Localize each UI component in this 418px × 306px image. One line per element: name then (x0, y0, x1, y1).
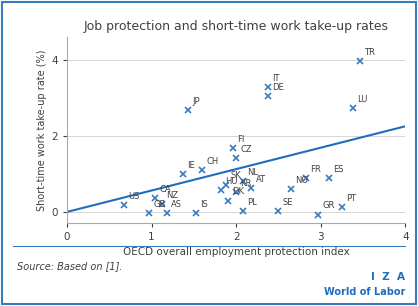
Text: US: US (128, 192, 139, 201)
Text: PT: PT (346, 194, 356, 203)
Text: ES: ES (334, 165, 344, 174)
Title: Job protection and short-time work take-up rates: Job protection and short-time work take-… (84, 20, 389, 33)
Text: CZ: CZ (240, 145, 252, 154)
Text: NL: NL (247, 168, 258, 177)
Text: GB: GB (153, 200, 166, 209)
Text: TR: TR (364, 47, 375, 57)
Text: CA: CA (159, 185, 171, 194)
X-axis label: OECD overall employment protection index: OECD overall employment protection index (123, 247, 349, 256)
Text: FR: FR (310, 165, 321, 174)
Text: SK: SK (230, 171, 241, 180)
Text: HU: HU (225, 177, 237, 186)
Text: SE: SE (283, 198, 293, 207)
Y-axis label: Short-time work take-up rate (%): Short-time work take-up rate (%) (37, 49, 47, 211)
Text: I  Z  A: I Z A (372, 271, 405, 282)
Text: CH: CH (206, 157, 219, 166)
Text: NZ: NZ (166, 191, 178, 200)
Text: KR: KR (240, 179, 252, 188)
Text: NO: NO (296, 176, 308, 185)
Text: AS: AS (171, 200, 182, 209)
Text: DK: DK (232, 187, 244, 196)
Text: World of Labor: World of Labor (324, 287, 405, 297)
Text: GR: GR (322, 201, 335, 211)
Text: DE: DE (273, 83, 284, 91)
Text: LU: LU (357, 95, 367, 104)
Text: IS: IS (200, 200, 207, 209)
Text: Source: Based on [1].: Source: Based on [1]. (17, 261, 122, 271)
Text: FI: FI (237, 135, 245, 144)
Text: IT: IT (273, 74, 280, 83)
Text: JP: JP (192, 97, 200, 106)
Text: IE: IE (187, 161, 195, 170)
Text: PL: PL (247, 198, 257, 207)
Text: AT: AT (255, 175, 266, 184)
